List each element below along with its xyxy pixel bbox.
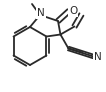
Text: O: O — [69, 6, 77, 16]
Text: N: N — [37, 8, 45, 18]
Text: N: N — [94, 52, 101, 61]
